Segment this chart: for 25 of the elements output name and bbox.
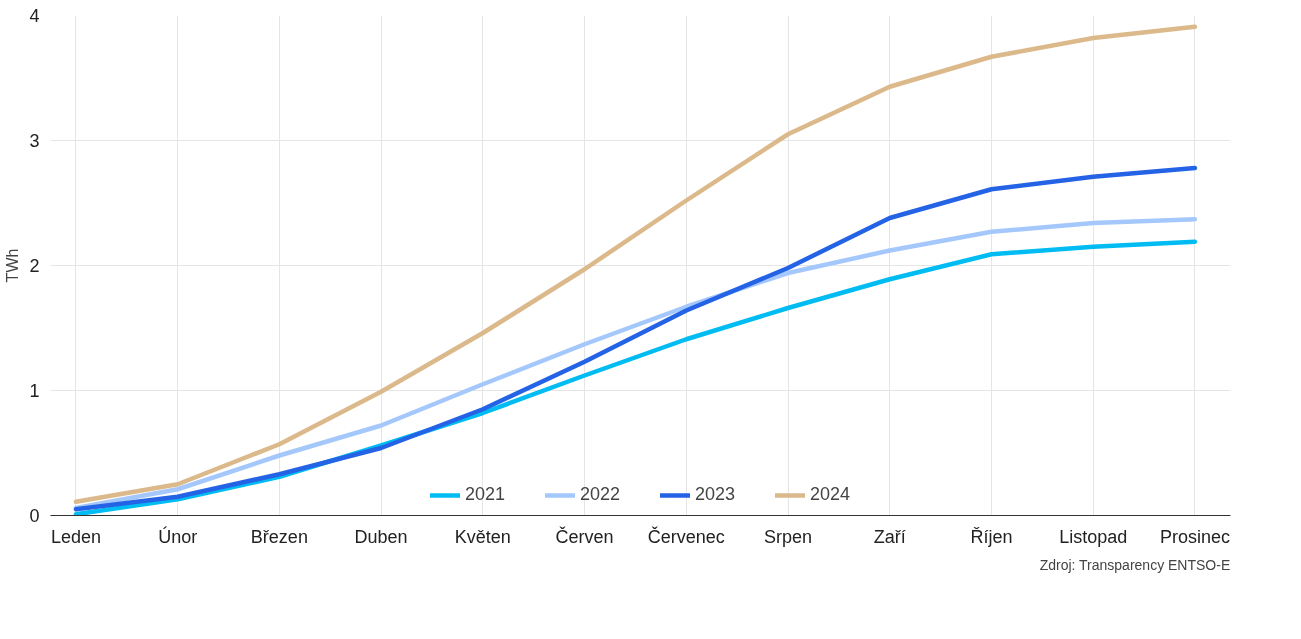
x-tick-label: Červen [555,525,614,547]
y-tick-label: 3 [29,131,40,151]
legend-label: 2021 [464,484,505,505]
x-tick-label: Duben [354,526,408,547]
y-axis-title: TWh [4,248,22,283]
x-tick-label: Prosinec [1159,526,1230,547]
legend-label: 2024 [810,484,851,505]
legend-label: 2023 [695,484,736,505]
y-tick-label: 0 [29,506,40,526]
legend-label: 2022 [579,484,620,505]
x-tick-label: Květen [454,526,511,547]
text: Zdroj: Transparency ENTSO-E [1039,556,1231,573]
y-tick-label: 1 [29,381,40,401]
x-tick-label: Červenec [647,525,725,547]
y-tick-label: 4 [29,6,40,26]
line-series [73,165,1198,512]
y-tick-label: 2 [29,256,40,276]
x-tick-label: Březen [250,526,308,547]
x-tick-label: Říjen [970,526,1013,547]
x-tick-label: Listopad [1059,526,1128,547]
x-tick-label: Únor [158,525,198,547]
x-tick-label: Srpen [763,526,813,547]
line-series [73,24,1198,504]
x-tick-label: Leden [50,526,101,547]
x-tick-label: Zaří [873,526,906,547]
